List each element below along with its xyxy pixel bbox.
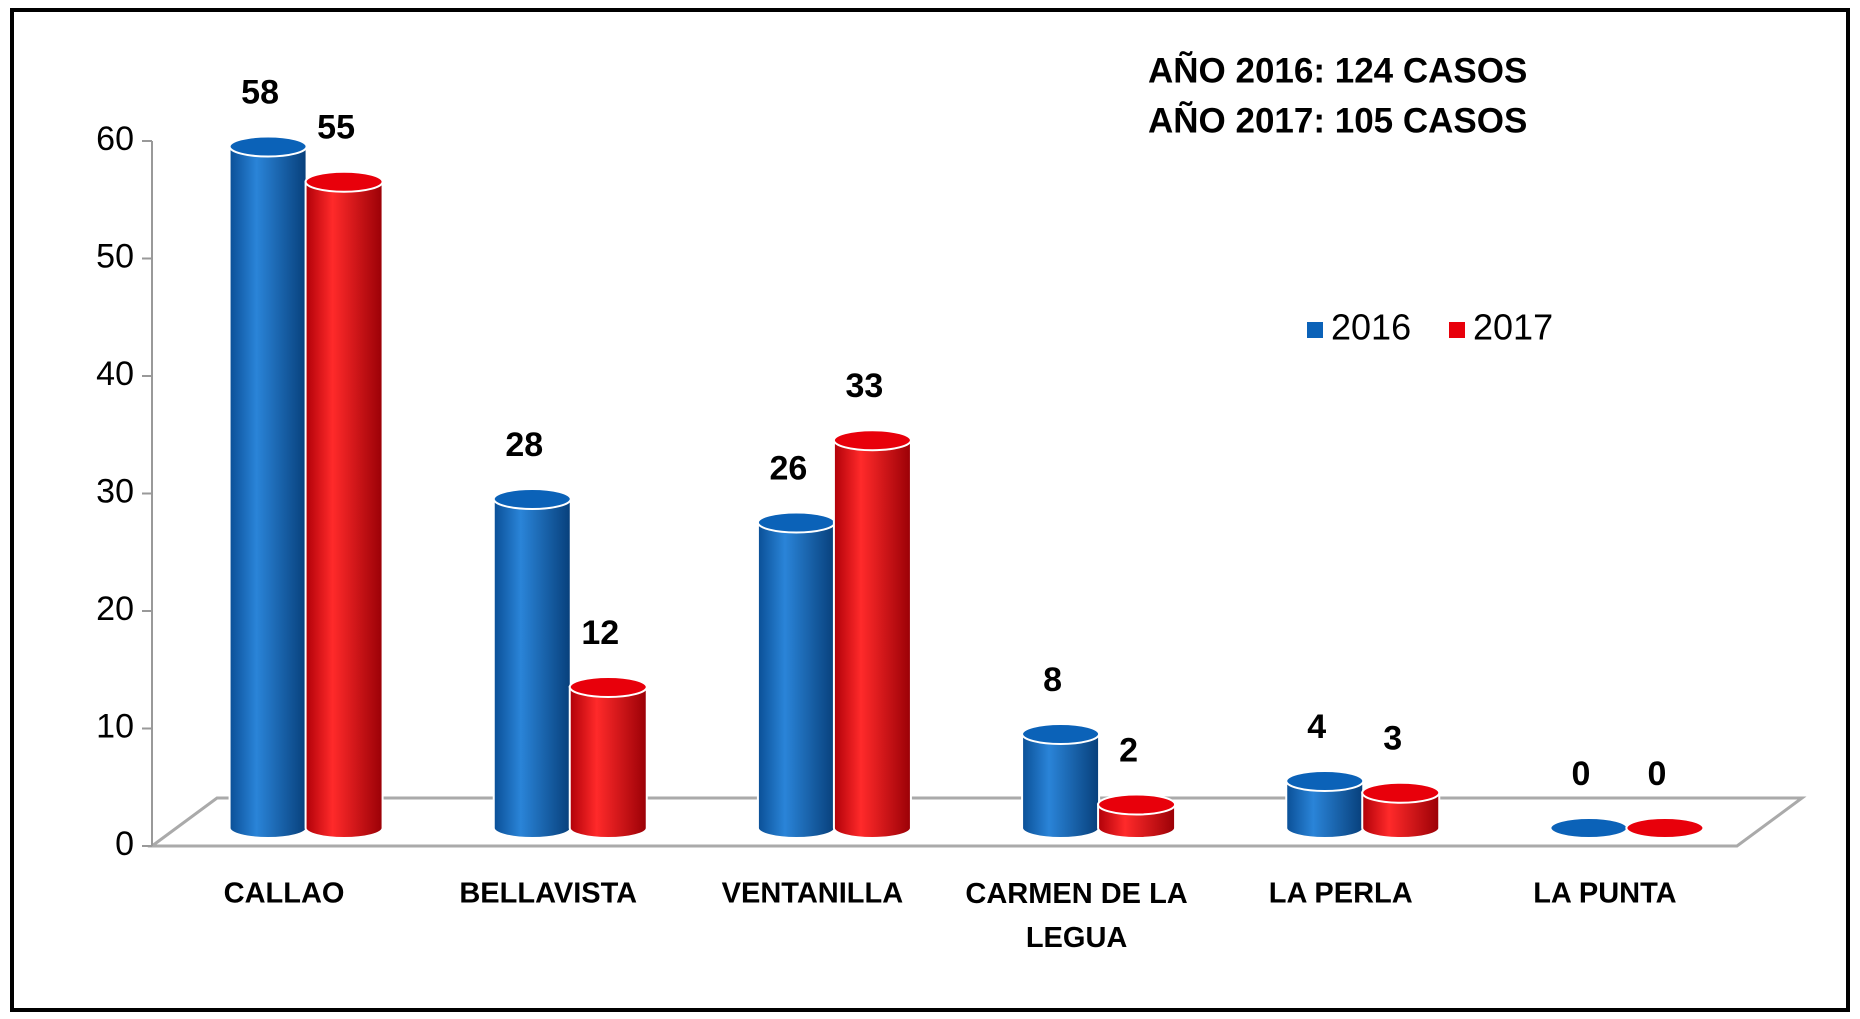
bar-top xyxy=(1361,781,1441,804)
bar xyxy=(492,488,572,839)
bar xyxy=(1361,781,1441,839)
x-tick-label: CALLAO xyxy=(224,878,345,910)
bar-body xyxy=(1021,733,1101,839)
x-tick-label: LA PUNTA xyxy=(1533,878,1676,910)
bar-body xyxy=(492,498,572,839)
y-tick-label: 0 xyxy=(115,825,134,863)
bar xyxy=(1285,770,1365,839)
y-tick-label: 50 xyxy=(96,237,134,275)
bar-body xyxy=(304,180,384,839)
bar-body xyxy=(228,145,308,839)
legend-label: 2017 xyxy=(1473,307,1553,348)
annotation: AÑO 2017: 105 CASOS xyxy=(1148,101,1527,140)
bar xyxy=(568,676,648,839)
legend-label: 2016 xyxy=(1331,307,1411,348)
bar-top xyxy=(304,170,384,193)
bar-top xyxy=(1097,793,1177,816)
value-label: 58 xyxy=(241,73,279,111)
x-tick-label: LA PERLA xyxy=(1269,878,1413,910)
legend-swatch xyxy=(1307,322,1323,338)
y-tick-label: 10 xyxy=(96,707,134,745)
y-tick-label: 60 xyxy=(96,120,134,158)
bar-top xyxy=(1021,723,1101,745)
bar-top xyxy=(228,135,308,158)
y-tick-label: 20 xyxy=(96,590,134,628)
bar-top xyxy=(568,676,648,698)
bar-top xyxy=(1285,770,1365,792)
x-tick-label: CARMEN DE LA LEGUA xyxy=(965,878,1187,954)
value-label: 28 xyxy=(505,426,543,464)
floor xyxy=(147,796,1807,848)
bar xyxy=(1021,723,1101,839)
value-label: 8 xyxy=(1043,661,1062,699)
y-tick-label: 30 xyxy=(96,472,134,510)
bar xyxy=(228,135,308,839)
y-tick-label: 40 xyxy=(96,355,134,393)
bar-top xyxy=(1625,817,1705,839)
bar-top xyxy=(832,429,912,452)
bar-top xyxy=(492,488,572,510)
bar xyxy=(756,511,836,839)
bar xyxy=(304,170,384,839)
value-label: 0 xyxy=(1647,755,1666,793)
value-label: 55 xyxy=(317,109,355,147)
bar-body xyxy=(1361,791,1441,839)
value-label: 4 xyxy=(1307,708,1326,746)
x-tick-label: VENTANILLA xyxy=(722,878,904,910)
bar-body xyxy=(832,439,912,839)
bar xyxy=(1097,793,1177,839)
bar-body xyxy=(756,521,836,839)
x-tick-line: CARMEN DE LA xyxy=(965,878,1187,910)
bar-top xyxy=(756,511,836,534)
bar-body xyxy=(568,686,648,839)
bar-top xyxy=(1549,817,1629,839)
bar xyxy=(1625,817,1705,839)
x-tick-label: BELLAVISTA xyxy=(459,878,637,910)
bar xyxy=(832,429,912,839)
x-tick-line: LEGUA xyxy=(1026,922,1128,954)
value-label: 26 xyxy=(770,449,808,487)
bar xyxy=(1549,817,1629,839)
value-label: 12 xyxy=(581,614,619,652)
value-label: 2 xyxy=(1119,731,1138,769)
value-label: 3 xyxy=(1383,720,1402,758)
value-label: 0 xyxy=(1571,755,1590,793)
value-label: 33 xyxy=(846,367,884,405)
legend-swatch xyxy=(1449,322,1465,338)
annotation: AÑO 2016: 124 CASOS xyxy=(1148,51,1527,90)
